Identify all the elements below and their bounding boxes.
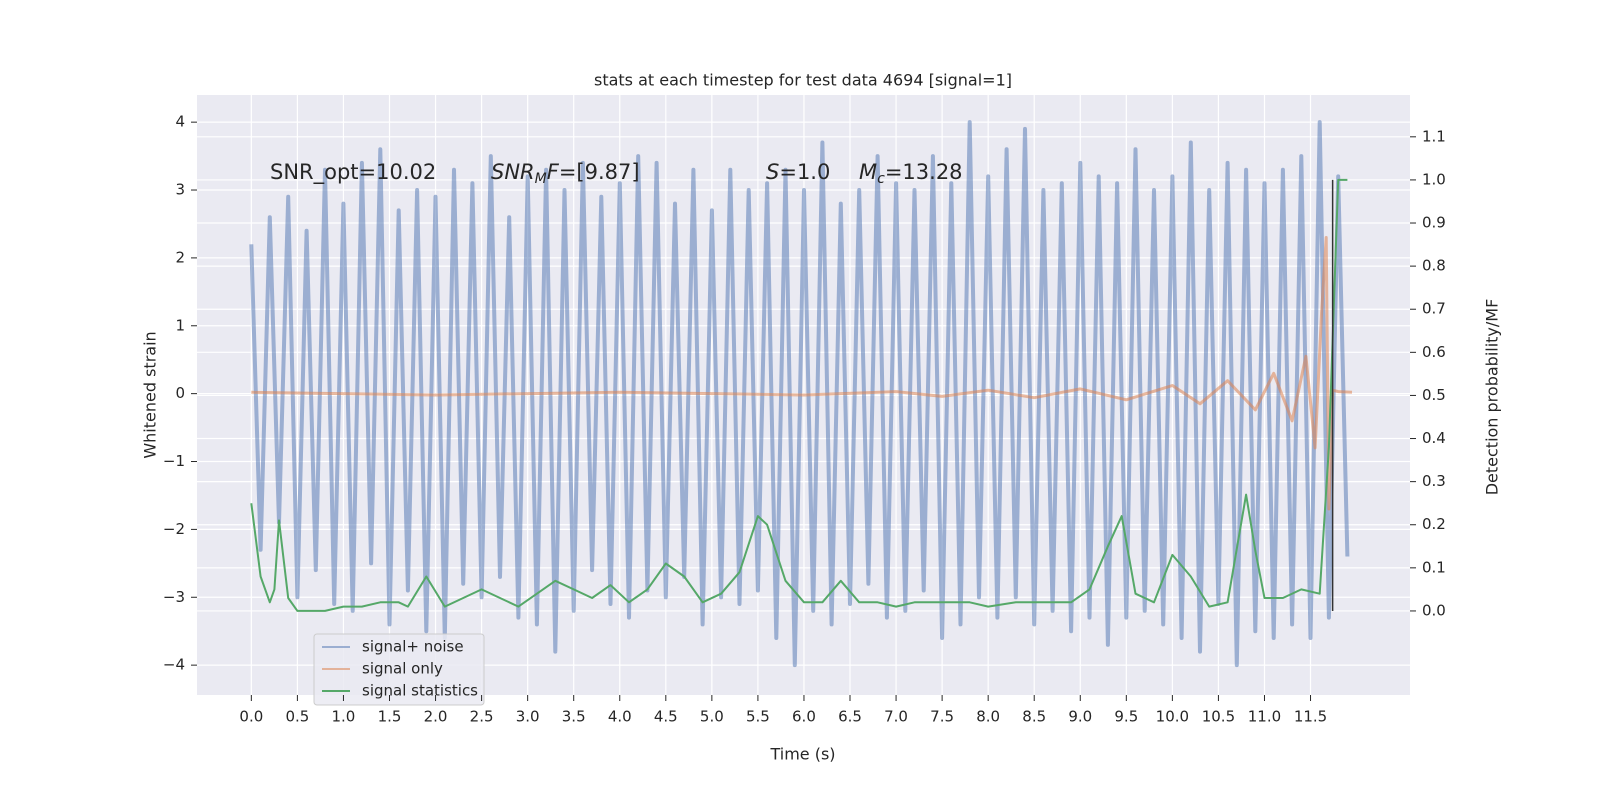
y2-tick-label: 0.6 bbox=[1422, 343, 1446, 361]
y2-tick-label: 0.7 bbox=[1422, 300, 1446, 318]
annotation-part: =13.28 bbox=[885, 160, 963, 184]
x-tick-label: 11.0 bbox=[1248, 708, 1281, 726]
annotation-part: =1.0 bbox=[779, 160, 830, 184]
annotation-part: F bbox=[547, 160, 560, 184]
x-tick-label: 1.5 bbox=[378, 708, 402, 726]
y-tick-label: −1 bbox=[163, 452, 185, 470]
x-tick-label: 0.5 bbox=[285, 708, 309, 726]
annotation: SNR_opt=10.02 bbox=[270, 160, 436, 185]
y-tick-label: 2 bbox=[175, 248, 185, 266]
legend-label: signal only bbox=[362, 660, 443, 678]
y2-tick-label: 0.8 bbox=[1422, 257, 1446, 275]
x-tick-label: 8.5 bbox=[1022, 708, 1046, 726]
y2-tick-label: 0.5 bbox=[1422, 386, 1446, 404]
y-tick-label: 1 bbox=[175, 316, 185, 334]
y2-tick-label: 1.0 bbox=[1422, 170, 1446, 188]
y-tick-label: 0 bbox=[175, 384, 185, 402]
y2-tick-label: 0.0 bbox=[1422, 601, 1446, 619]
x-tick-label: 4.5 bbox=[654, 708, 678, 726]
x-tick-label: 9.5 bbox=[1114, 708, 1138, 726]
y2-axis-label: Detection probability/MF bbox=[1483, 299, 1502, 496]
legend-label: signal+ noise bbox=[362, 638, 464, 656]
x-axis-label: Time (s) bbox=[769, 745, 835, 764]
annotation: S=1.0 bbox=[766, 160, 830, 184]
x-tick-label: 6.0 bbox=[792, 708, 816, 726]
annotation-part: SNR bbox=[491, 160, 535, 184]
y2-tick-label: 0.4 bbox=[1422, 429, 1446, 447]
x-tick-label: 10.5 bbox=[1202, 708, 1235, 726]
x-tick-label: 1.0 bbox=[332, 708, 356, 726]
x-tick-label: 3.0 bbox=[516, 708, 540, 726]
y2-tick-label: 0.3 bbox=[1422, 472, 1446, 490]
series-line bbox=[250, 178, 1348, 612]
annotation: Mc=13.28 bbox=[859, 160, 963, 187]
x-tick-label: 5.0 bbox=[700, 708, 724, 726]
x-tick-label: 9.0 bbox=[1068, 708, 1092, 726]
x-tick-label: 0.0 bbox=[239, 708, 263, 726]
legend-label: signal statistics bbox=[362, 682, 478, 700]
x-tick-label: 7.0 bbox=[884, 708, 908, 726]
x-tick-label: 5.5 bbox=[746, 708, 770, 726]
overlay: SNR_opt=10.02 SNRMF=[9.87] S=1.0 Mc=13.28si… bbox=[270, 160, 1334, 706]
y2-tick-label: 0.1 bbox=[1422, 558, 1446, 576]
annotation-part: M bbox=[535, 171, 547, 187]
x-tick-label: 4.0 bbox=[608, 708, 632, 726]
annotation-part: M bbox=[859, 160, 877, 184]
x-tick-label: 2.5 bbox=[470, 708, 494, 726]
y-tick-label: −3 bbox=[163, 588, 185, 606]
x-tick-label: 10.0 bbox=[1156, 708, 1189, 726]
y-tick-label: −4 bbox=[163, 656, 185, 674]
annotation-part: S bbox=[766, 160, 779, 184]
x-tick-label: 7.5 bbox=[930, 708, 954, 726]
y2-tick-label: 1.1 bbox=[1422, 127, 1446, 145]
series-line bbox=[249, 120, 1350, 668]
y2-tick-label: 0.9 bbox=[1422, 214, 1446, 232]
y-axis-label: Whitened strain bbox=[141, 331, 160, 458]
x-tick-label: 2.0 bbox=[424, 708, 448, 726]
annotation: SNRMF=[9.87] bbox=[491, 160, 640, 187]
annotation-part: c bbox=[877, 171, 885, 187]
annotation-part: SNR_opt=10.02 bbox=[270, 160, 436, 185]
x-tick-label: 11.5 bbox=[1294, 708, 1327, 726]
y2-tick-label: 0.2 bbox=[1422, 515, 1446, 533]
chart-title: stats at each timestep for test data 469… bbox=[594, 71, 1012, 90]
y-tick-label: 4 bbox=[175, 113, 185, 131]
legend-box bbox=[313, 633, 485, 706]
x-tick-label: 6.5 bbox=[838, 708, 862, 726]
x-tick-label: 3.5 bbox=[562, 708, 586, 726]
annotation-part: =[9.87] bbox=[559, 160, 640, 184]
y-tick-label: −2 bbox=[163, 520, 185, 538]
series-line bbox=[251, 236, 1353, 511]
x-tick-label: 8.0 bbox=[976, 708, 1000, 726]
y-tick-label: 3 bbox=[175, 181, 185, 199]
series-layer bbox=[249, 120, 1353, 668]
